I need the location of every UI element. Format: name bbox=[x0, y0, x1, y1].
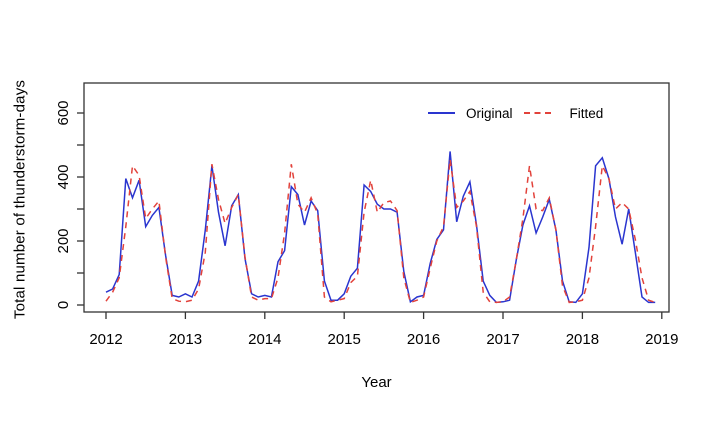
x-tick-label: 2018 bbox=[566, 331, 599, 348]
legend-original-line-sample bbox=[428, 112, 455, 114]
fitted-line bbox=[105, 159, 656, 304]
x-tick-label: 2016 bbox=[407, 331, 440, 348]
y-axis-title: Total number of thunderstorm-days bbox=[11, 79, 29, 320]
y-tick-label: 0 bbox=[55, 301, 72, 309]
y-tick-label: 400 bbox=[55, 164, 72, 189]
x-tick-label: 2017 bbox=[486, 331, 519, 348]
plot-frame bbox=[83, 82, 670, 313]
y-tick-label: 600 bbox=[55, 100, 72, 125]
legend-fitted-line-sample bbox=[523, 112, 551, 114]
x-tick-label: 2013 bbox=[169, 331, 202, 348]
x-tick-label: 2014 bbox=[248, 331, 281, 348]
x-axis-title: Year bbox=[361, 374, 392, 391]
legend: Original Fitted bbox=[428, 104, 605, 122]
y-tick-label: 200 bbox=[55, 228, 72, 253]
x-tick-label: 2019 bbox=[645, 331, 678, 348]
legend-original-label: Original bbox=[466, 105, 513, 121]
x-tick-label: 2015 bbox=[328, 331, 361, 348]
x-tick-label: 2012 bbox=[89, 331, 122, 348]
original-line bbox=[105, 151, 656, 304]
legend-fitted-label: Fitted bbox=[569, 105, 604, 121]
